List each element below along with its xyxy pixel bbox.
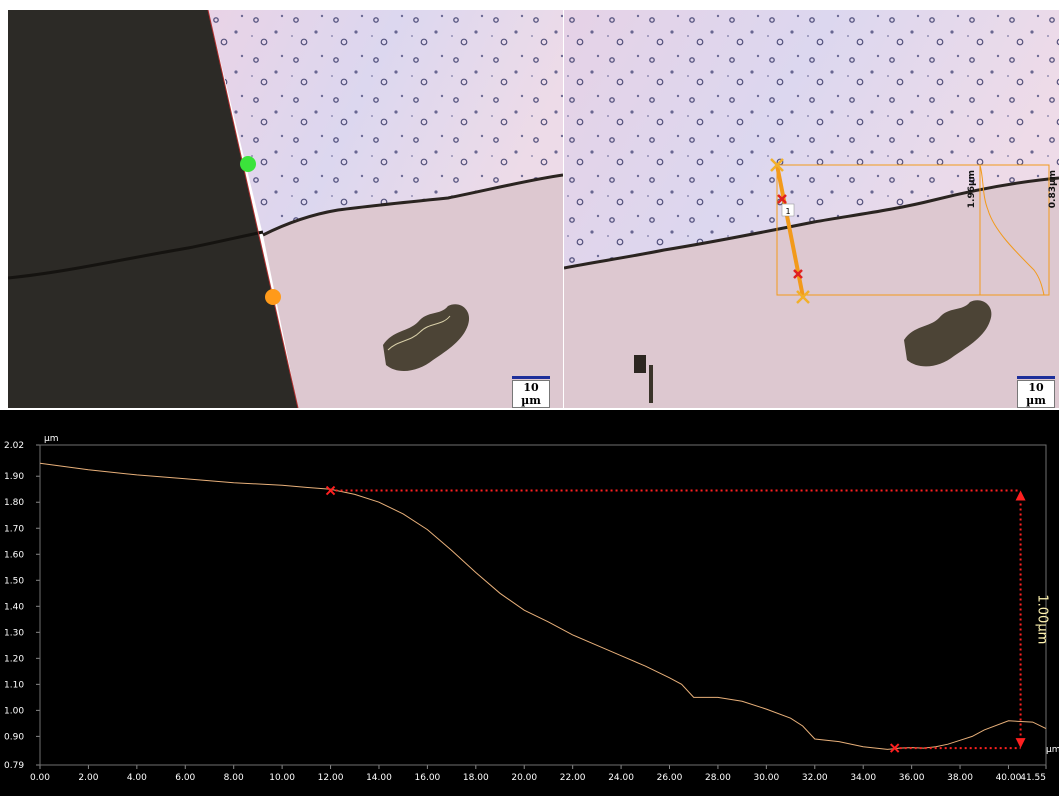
micrograph-left: 10 µm	[8, 10, 563, 408]
dim-label-2: 0.83µm	[1048, 170, 1058, 208]
x-tick-label: 28.00	[705, 773, 731, 783]
x-tick-label: 4.00	[127, 773, 147, 783]
y-tick-label: 1.00	[4, 706, 24, 716]
profile-end-handle[interactable]	[796, 290, 810, 304]
x-tick-label: 22.00	[560, 773, 586, 783]
x-axis-unit: µm	[1046, 745, 1059, 755]
profile-curve	[39, 462, 1047, 750]
x-tick-label: 18.00	[463, 773, 489, 783]
y-tick-label: 0.90	[4, 732, 24, 742]
y-tick-label: 0.79	[4, 761, 24, 771]
x-tick-label: 20.00	[511, 773, 537, 783]
x-tick-label: 12.00	[318, 773, 344, 783]
profile-marker-top-icon	[777, 194, 787, 204]
scale-bar-label: 10 µm	[1017, 380, 1055, 408]
x-tick-label: 10.00	[269, 773, 295, 783]
x-tick-label: 32.00	[802, 773, 828, 783]
y-axis-ticks: 0.79 0.90 1.00 1.10 1.20 1.30 1.40 1.50 1.60 1.70…	[4, 441, 40, 771]
x-tick-label: 30.00	[753, 773, 779, 783]
scale-bar-left: 10 µm	[512, 376, 550, 408]
micrograph-left-image	[8, 10, 563, 408]
x-tick-label: 34.00	[850, 773, 876, 783]
y-tick-label: 1.10	[4, 680, 24, 690]
profile-box	[776, 164, 1050, 296]
x-tick-label: 24.00	[608, 773, 634, 783]
profile-chart: 0.79 0.90 1.00 1.10 1.20 1.30 1.40 1.50 1.60 1.70…	[0, 410, 1059, 796]
dimension-arrow-down-icon	[1015, 738, 1026, 749]
y-tick-label: 1.80	[4, 498, 24, 508]
x-tick-label: 26.00	[657, 773, 683, 783]
dimension-arrow-up-icon	[1015, 490, 1026, 501]
y-tick-label: 1.30	[4, 628, 24, 638]
y-tick-label: 1.90	[4, 472, 24, 482]
y-tick-label: 1.70	[4, 524, 24, 534]
y-tick-label: 2.02	[4, 441, 24, 451]
dim-label-1: 1.96µm	[967, 170, 977, 208]
measurement-marker-end[interactable]	[889, 743, 900, 753]
green-point-marker[interactable]	[240, 156, 256, 172]
y-tick-label: 1.20	[4, 654, 24, 664]
x-tick-label: 14.00	[366, 773, 392, 783]
measurement-marker-start[interactable]	[325, 485, 336, 496]
x-tick-label: 38.00	[947, 773, 973, 783]
x-tick-label: 0.00	[30, 773, 50, 783]
plot-frame	[39, 444, 1047, 766]
y-tick-label: 1.40	[4, 602, 24, 612]
micrograph-right: 1 1.96µm 0.83µm 10 µm	[564, 10, 1059, 408]
x-tick-label: 8.00	[224, 773, 244, 783]
x-tick-label: 16.00	[415, 773, 441, 783]
scale-bar-line	[512, 376, 550, 379]
micrograph-right-image: 1 1.96µm 0.83µm	[564, 10, 1059, 408]
x-tick-label: 6.00	[175, 773, 195, 783]
scale-bar-right: 10 µm	[1017, 376, 1055, 408]
x-tick-label: 40.00	[996, 773, 1022, 783]
profile-marker-bottom-icon	[793, 269, 803, 279]
y-tick-label: 1.50	[4, 576, 24, 586]
profile-chart-svg: 0.79 0.90 1.00 1.10 1.20 1.30 1.40 1.50 1.60 1.70…	[4, 434, 1059, 783]
x-tick-label: 36.00	[899, 773, 925, 783]
profile-mini-curve	[979, 164, 1045, 296]
x-axis-ticks: 0.00 2.00 4.00 6.00 8.00 10.00 12.00 14.00 16.00…	[30, 765, 1047, 783]
x-tick-label: 2.00	[78, 773, 98, 783]
profile-start-handle[interactable]	[770, 158, 784, 172]
orange-point-marker[interactable]	[265, 289, 281, 305]
y-tick-label: 1.60	[4, 550, 24, 560]
x-tick-label: 41.55	[1020, 773, 1046, 783]
scale-bar-line	[1017, 376, 1055, 379]
y-axis-unit: µm	[44, 434, 59, 444]
profile-number-label: 1	[785, 207, 790, 216]
height-annotation-label: 1.00µm	[1035, 594, 1050, 644]
scale-bar-label: 10 µm	[512, 380, 550, 408]
